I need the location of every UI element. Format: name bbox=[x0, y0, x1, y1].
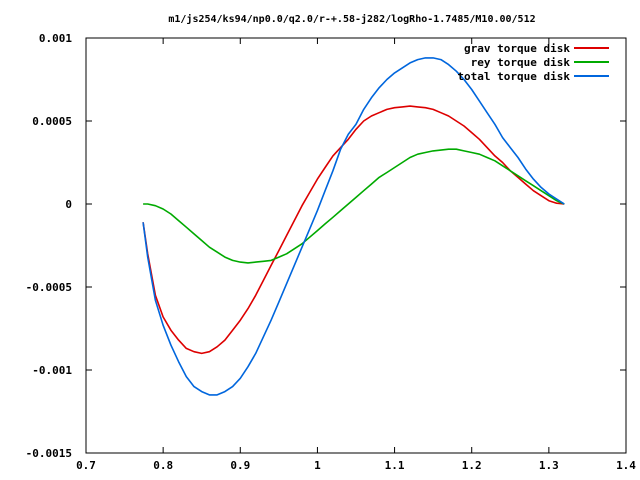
legend-label-3: total torque disk bbox=[457, 70, 570, 83]
y-tick-label: 0 bbox=[65, 198, 72, 211]
x-tick-label: 1 bbox=[314, 459, 321, 472]
series-line-3 bbox=[142, 57, 565, 396]
series-layer bbox=[142, 57, 565, 396]
y-tick-label: 0.0005 bbox=[32, 115, 72, 128]
y-tick-label: -0.001 bbox=[32, 364, 72, 377]
axes: 0.7 0.8 0.9 1 1.1 1.2 1.3 1.4 -0.0015 -0.001 -0.00… bbox=[26, 32, 637, 472]
series-line-2 bbox=[143, 148, 565, 264]
x-tick-label: 0.9 bbox=[230, 459, 250, 472]
x-tick-label: 0.8 bbox=[153, 459, 173, 472]
x-tick-label: 1.3 bbox=[539, 459, 559, 472]
y-tick-label: 0.001 bbox=[39, 32, 72, 45]
legend-label-1: grav torque disk bbox=[464, 42, 570, 55]
y-tick-label: -0.0015 bbox=[26, 447, 72, 460]
series-line-1 bbox=[142, 105, 565, 355]
legend-label-2: rey torque disk bbox=[471, 56, 571, 69]
plot-frame bbox=[85, 37, 627, 454]
x-tick-label: 1.4 bbox=[616, 459, 636, 472]
chart-title: m1/js254/ks94/np0.0/q2.0/r-+.58-j282/log… bbox=[168, 13, 535, 25]
y-tick-label: -0.0005 bbox=[26, 281, 72, 294]
x-tick-label: 1.2 bbox=[462, 459, 482, 472]
x-tick-label: 1.1 bbox=[385, 459, 405, 472]
x-tick-label: 0.7 bbox=[76, 459, 96, 472]
